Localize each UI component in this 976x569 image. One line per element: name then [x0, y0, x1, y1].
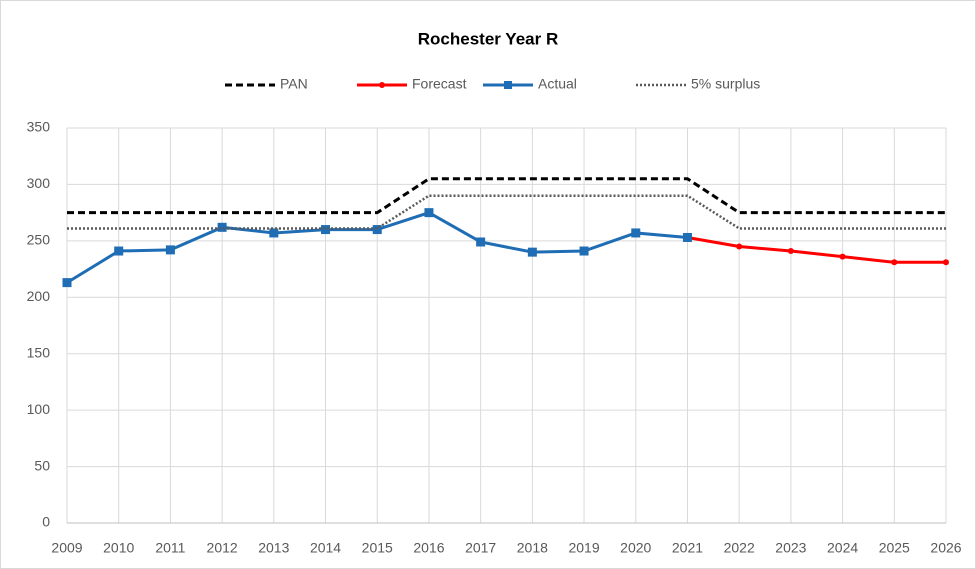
marker: [891, 259, 898, 266]
y-tick-label: 100: [27, 401, 51, 417]
x-tick-label: 2017: [465, 540, 496, 556]
legend-label: 5% surplus: [691, 76, 760, 92]
y-tick-label: 0: [42, 514, 50, 530]
x-tick-label: 2018: [517, 540, 548, 556]
marker: [787, 248, 794, 255]
marker: [476, 237, 486, 247]
marker: [321, 225, 331, 235]
legend-label: Actual: [538, 76, 577, 92]
marker: [217, 222, 227, 232]
marker: [579, 246, 589, 256]
marker: [165, 245, 175, 255]
x-tick-label: 2019: [568, 540, 599, 556]
marker: [269, 228, 279, 238]
legend-label: Forecast: [412, 76, 467, 92]
x-tick-label: 2013: [258, 540, 289, 556]
x-tick-label: 2022: [724, 540, 755, 556]
x-tick-label: 2023: [775, 540, 806, 556]
legend-marker: [504, 81, 512, 89]
chart-title: Rochester Year R: [418, 29, 558, 48]
series-line: [67, 194, 946, 230]
x-tick-label: 2024: [827, 540, 858, 556]
marker: [114, 246, 124, 256]
legend-marker: [379, 82, 385, 88]
marker: [527, 247, 537, 257]
series-line: [687, 235, 946, 264]
marker: [682, 232, 692, 242]
x-tick-label: 2012: [207, 540, 238, 556]
x-tick-label: 2015: [362, 540, 393, 556]
x-tick-label: 2011: [155, 540, 185, 556]
marker: [943, 259, 949, 266]
x-tick-label: 2009: [51, 540, 82, 556]
x-tick-label: 2014: [310, 540, 341, 556]
x-tick-label: 2020: [620, 540, 651, 556]
x-tick-label: 2026: [930, 540, 961, 556]
y-tick-label: 300: [27, 175, 51, 191]
marker: [839, 253, 846, 260]
legend-label: PAN: [280, 76, 308, 92]
marker: [736, 243, 743, 250]
marker: [424, 208, 434, 218]
y-tick-label: 200: [27, 288, 51, 304]
y-tick-label: 50: [34, 457, 50, 473]
x-tick-label: 2016: [413, 540, 444, 556]
marker: [62, 278, 72, 288]
x-tick-label: 2025: [879, 540, 910, 556]
marker: [372, 225, 382, 235]
marker: [631, 228, 641, 238]
y-tick-label: 350: [27, 119, 51, 135]
series-line: [67, 177, 946, 215]
y-tick-label: 150: [27, 344, 51, 360]
y-tick-label: 250: [27, 232, 51, 248]
x-tick-label: 2010: [103, 540, 134, 556]
x-tick-label: 2021: [672, 540, 703, 556]
